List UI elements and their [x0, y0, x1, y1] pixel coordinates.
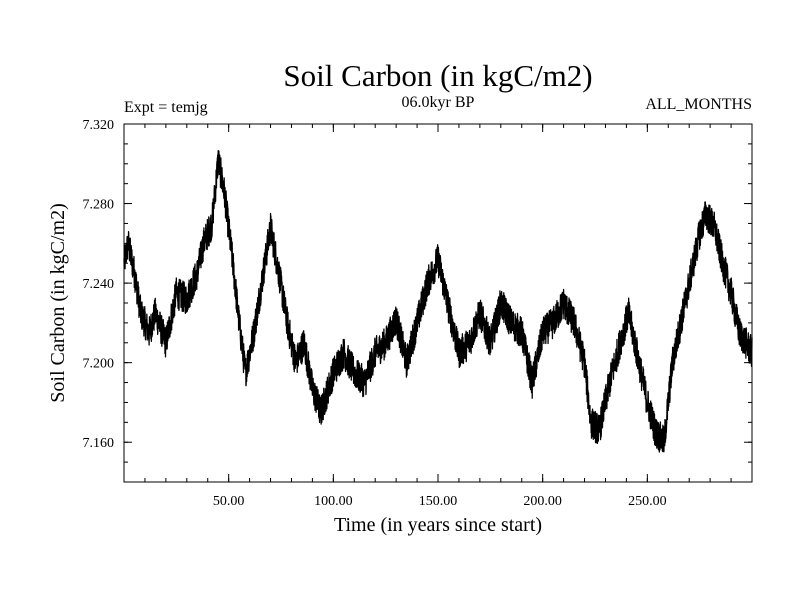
x-tick-label: 50.00 [213, 494, 245, 509]
series-layer [123, 149, 753, 453]
y-tick-label: 7.200 [83, 357, 115, 372]
y-tick-label: 7.240 [83, 277, 115, 292]
y-axis-label: Soil Carbon (in kgC/m2) [47, 203, 69, 402]
x-tick-label: 200.00 [523, 494, 562, 509]
x-tick-label: 150.00 [419, 494, 458, 509]
x-axis-label: Time (in years since start) [334, 514, 542, 536]
x-axis: 50.00 100.00 150.00 200.00 250.00 [144, 124, 732, 509]
chart-subtitle: 06.0kyr BP [402, 94, 475, 111]
y-axis: 7.160 7.200 7.240 7.280 7.320 [83, 118, 752, 483]
x-tick-label: 250.00 [628, 494, 667, 509]
months-label: ALL_MONTHS [645, 96, 752, 113]
chart-title: Soil Carbon (in kgC/m2) [283, 58, 592, 93]
series-line [123, 149, 753, 453]
y-tick-label: 7.160 [83, 436, 115, 451]
experiment-label: Expt = temjg [124, 99, 208, 116]
y-tick-label: 7.320 [83, 118, 115, 133]
y-tick-label: 7.280 [83, 198, 115, 213]
x-tick-label: 100.00 [314, 494, 353, 509]
